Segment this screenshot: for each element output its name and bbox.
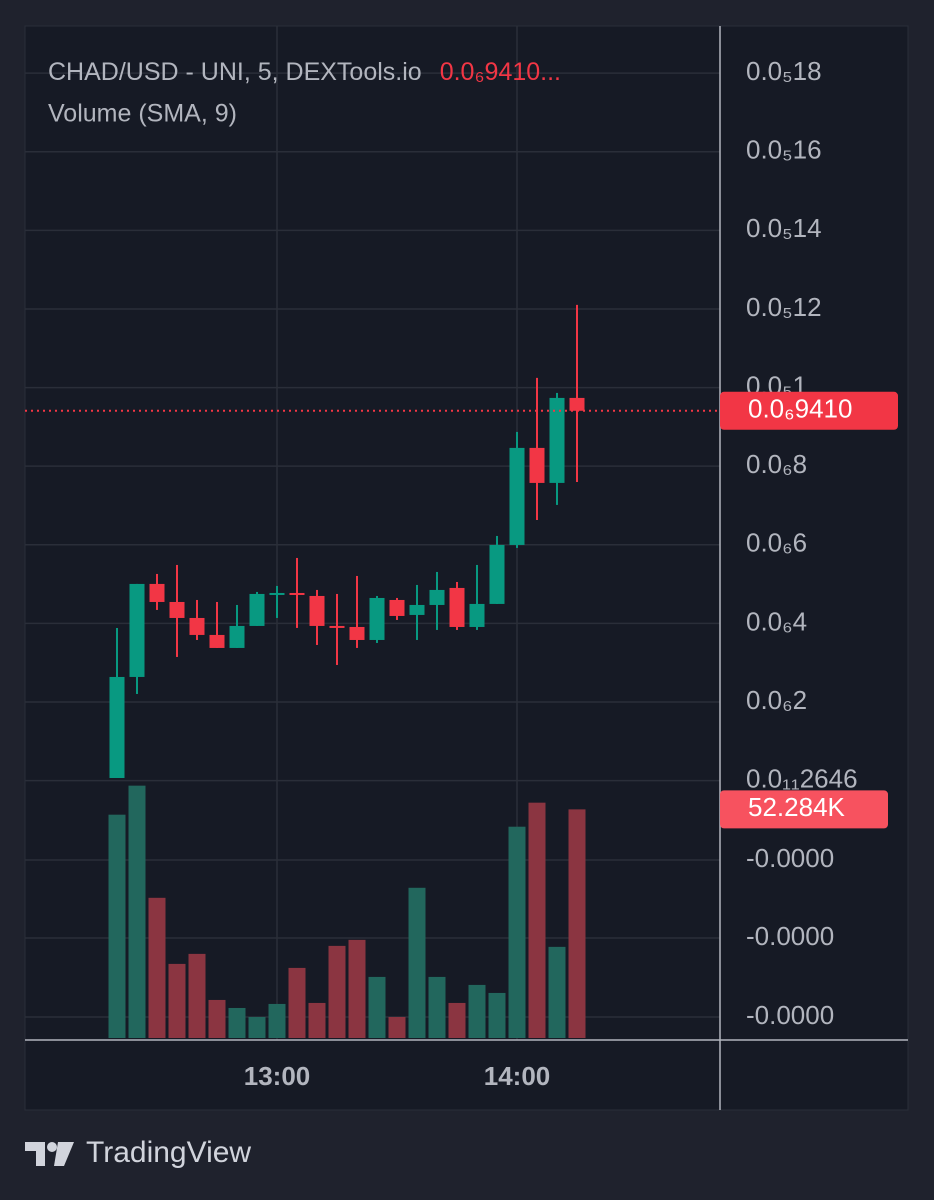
candle-body [309,595,325,626]
volume-bar [388,1016,406,1038]
y-tick-label: 0.0₅18 [746,56,822,86]
logo-part [54,1142,74,1166]
candle-body [369,597,385,640]
volume-bar [188,953,206,1038]
y2-tick-label: -0.0000 [746,921,834,951]
volume-bar [308,1002,326,1038]
volume-bar [488,992,506,1038]
candle-body [209,634,225,648]
logo-part [47,1142,57,1152]
candle-body [149,583,165,602]
volume-bar [328,945,346,1038]
volume-bar [128,785,146,1038]
y2-tick-label: -0.0000 [746,843,834,873]
volume-bar [348,939,366,1038]
candle-body [169,601,185,618]
candle-body [529,447,545,483]
logo-part [25,1142,45,1166]
volume-bar [528,802,546,1038]
last-price-badge [720,391,898,430]
candle-body [389,599,405,616]
candle-body [449,587,465,627]
candle-body [109,676,125,779]
candle-body [549,397,565,483]
header-price: 0.0₆9410... [440,58,561,86]
volume-bar [568,809,586,1038]
candle-body [229,625,245,648]
labels: 0.0₅180.0₅160.0₅140.0₅120.0₅10.0₆80.0₆60… [244,56,898,1091]
y-tick-label: 0.0₆2 [746,685,807,715]
volume-bar [428,976,446,1038]
y-tick-label: 0.0₆8 [746,449,807,479]
candle-body [129,583,145,677]
chart-panel [24,25,909,1111]
y2-tick-label: -0.0000 [746,1000,834,1030]
volume-bar [288,967,306,1038]
y-tick-label: 0.0₆4 [746,606,807,636]
brand-name: TradingView [86,1136,251,1169]
volume-bar [268,1003,286,1038]
volume-bar [148,897,166,1038]
candle-body [189,617,205,635]
candle-body [269,592,285,595]
x-tick-label: 14:00 [484,1061,551,1091]
volume-bar [468,984,486,1038]
volume-bar [448,1002,466,1038]
y-tick-label: 0.0₆6 [746,528,807,558]
y-tick-label: 0.0₅12 [746,292,822,322]
marks [25,304,720,1038]
candle-body [409,604,425,615]
y-tick-label: 0.0₅16 [746,135,822,165]
candle-body [249,593,265,626]
volume-bar [508,826,526,1038]
last-price-label: 0.0₆9410 [748,394,852,424]
candle-body [289,592,305,595]
candle-body [509,447,525,545]
volume-bar [208,999,226,1038]
last-volume-badge [720,790,888,829]
volume-bar [248,1016,266,1038]
candle-body [469,603,485,627]
tradingview-logo [25,1142,74,1166]
candle-body [329,625,345,628]
candle-body [489,544,505,604]
last-volume-label: 52.284K [748,792,846,822]
candle-body [429,589,445,605]
volume-bar [228,1007,246,1038]
volume-bar [168,963,186,1038]
volume-bar [368,976,386,1038]
chart-subtitle: Volume (SMA, 9) [48,100,237,128]
volume-bar [408,887,426,1038]
title-text: CHAD/USD - UNI, 5, DEXTools.io [48,58,422,86]
volume-bar [108,814,126,1038]
x-tick-label: 13:00 [244,1061,311,1091]
candle-body [349,626,365,640]
volume-bar [548,946,566,1038]
candle-body [569,397,585,411]
y-tick-label: 0.0₁₁2646 [746,763,858,793]
chart-title: CHAD/USD - UNI, 5, DEXTools.io 0.0₆9410..… [48,58,561,86]
y-tick-label: 0.0₅14 [746,213,822,243]
